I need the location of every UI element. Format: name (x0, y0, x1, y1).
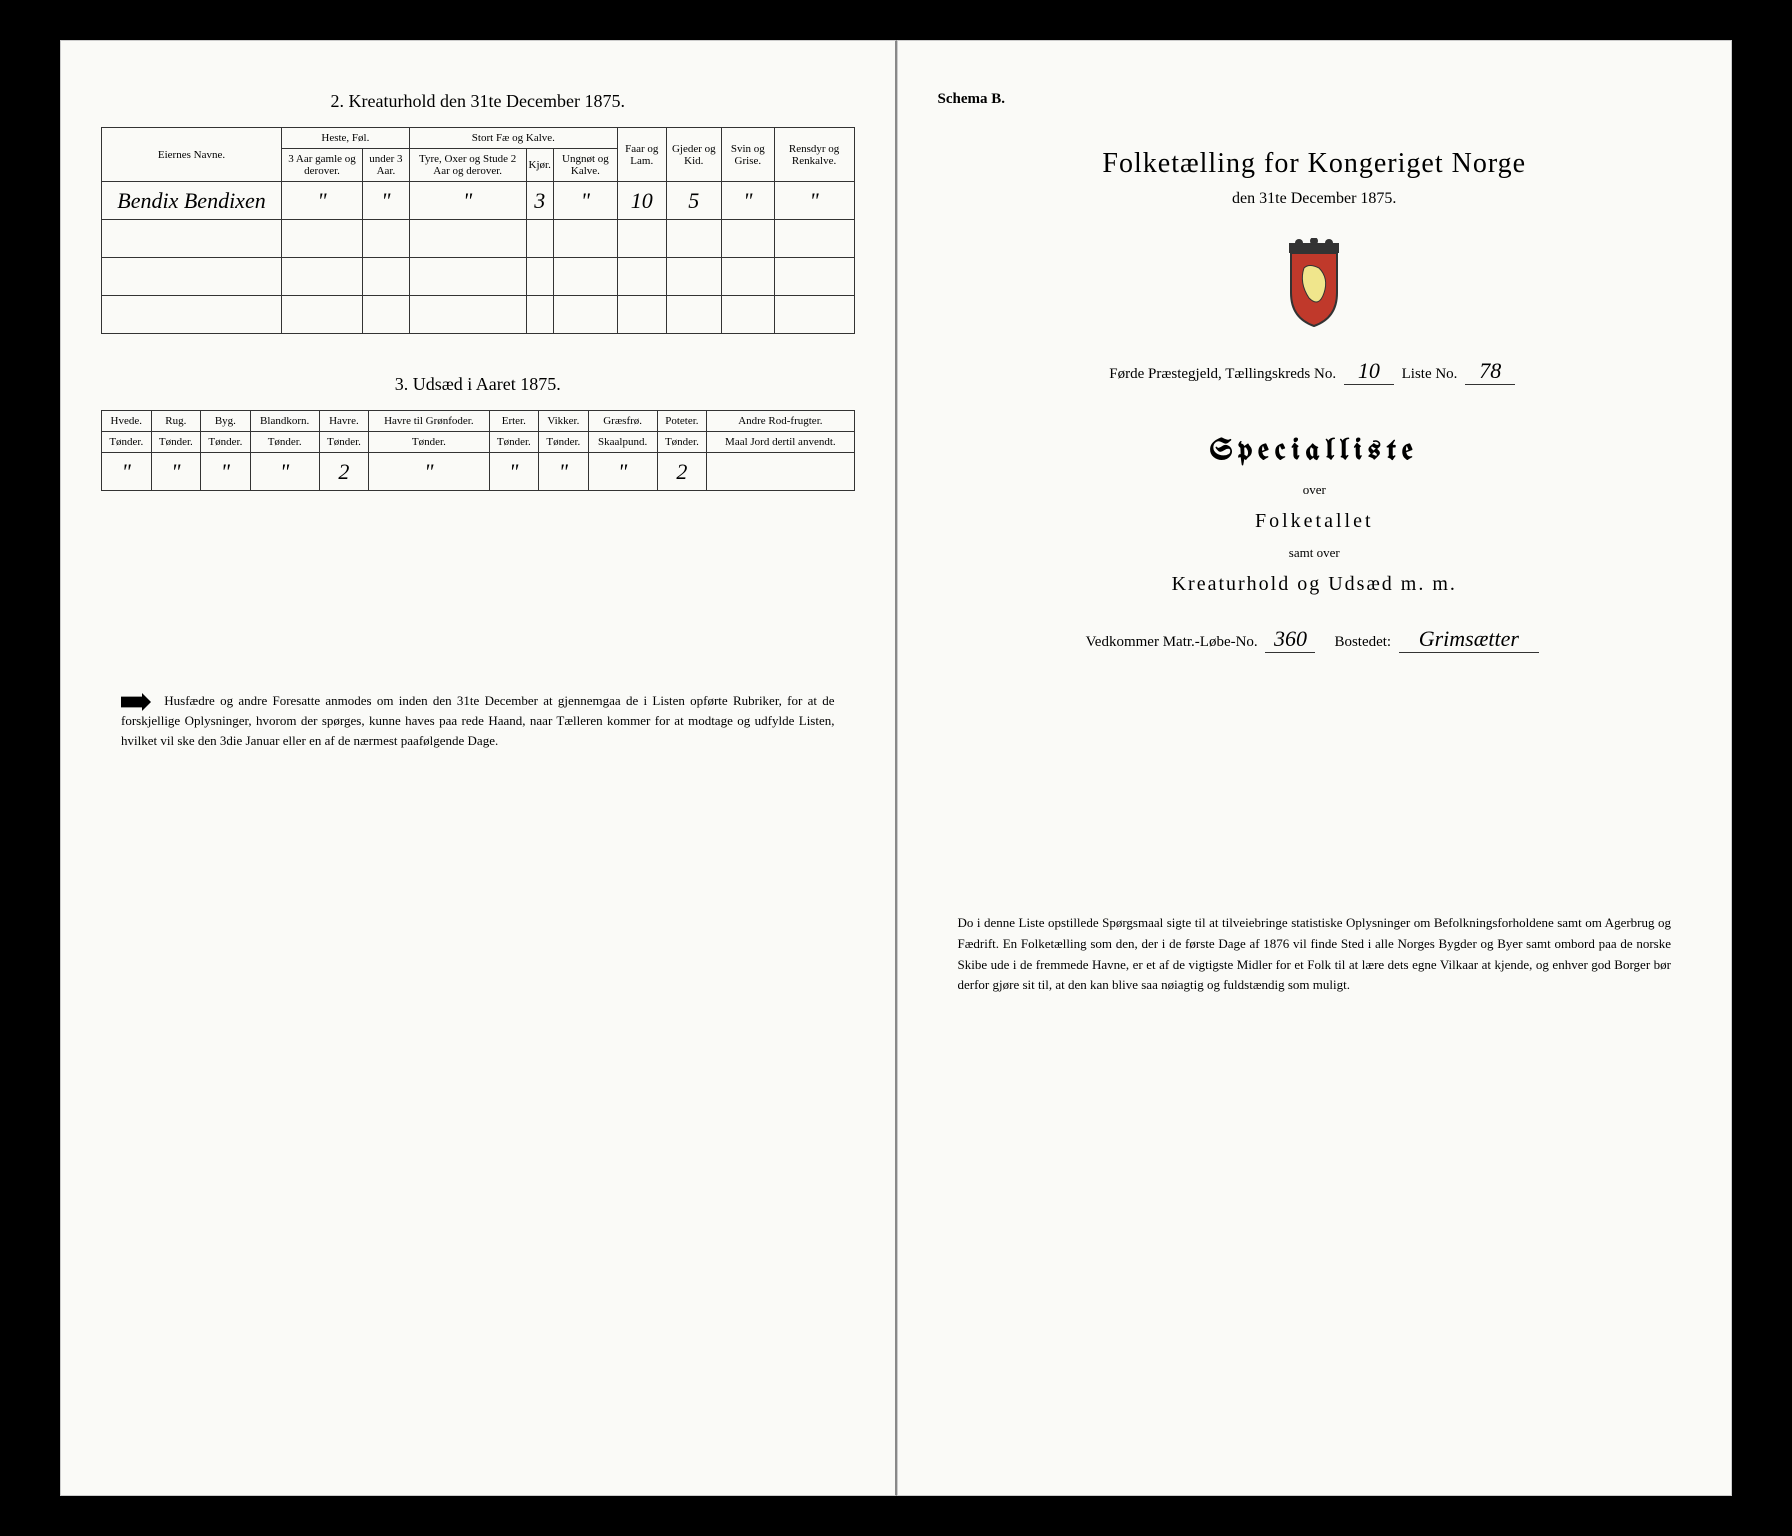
cell: " (409, 182, 526, 220)
col-heste-a: 3 Aar gamle og derover. (282, 149, 363, 182)
parish-label1: Præstegjeld, Tællingskreds No. (1148, 366, 1336, 382)
cell-name: Bendix Bendixen (102, 182, 282, 220)
table-row: Bendix Bendixen " " " 3 " 10 5 " " (102, 182, 855, 220)
col-gjeder: Gjeder og Kid. (666, 128, 721, 182)
col-stort-a: Tyre, Oxer og Stude 2 Aar og derover. (409, 149, 526, 182)
section2-title: 2. Kreaturhold den 31te December 1875. (101, 91, 855, 112)
left-footer: Husfædre og andre Foresatte anmodes om i… (101, 691, 855, 750)
parish-prefix: Førde (1109, 366, 1144, 382)
col-faar: Faar og Lam. (617, 128, 666, 182)
unit: Tønder. (369, 432, 489, 453)
unit: Tønder. (657, 432, 707, 453)
unit: Tønder. (201, 432, 251, 453)
cell: 5 (666, 182, 721, 220)
parish-label2: Liste No. (1402, 366, 1458, 382)
cell: " (539, 453, 589, 491)
cell: " (489, 453, 539, 491)
col-havregron: Havre til Grønfoder. (369, 411, 489, 432)
col-rensdyr: Rensdyr og Renkalve. (774, 128, 854, 182)
col-andre: Andre Rod-frugter. (707, 411, 854, 432)
col-stort-c: Ungnøt og Kalve. (553, 149, 617, 182)
col-heste-b: under 3 Aar. (363, 149, 410, 182)
unit: Tønder. (102, 432, 152, 453)
cell: " (151, 453, 201, 491)
unit: Tønder. (250, 432, 319, 453)
col-heste: Heste, Føl. (282, 128, 410, 149)
parish-line: Førde Præstegjeld, Tællingskreds No. 10 … (938, 358, 1692, 385)
unit: Maal Jord dertil anvendt. (707, 432, 854, 453)
col-graesfro: Græsfrø. (588, 411, 657, 432)
footer-text: Husfædre og andre Foresatte anmodes om i… (121, 693, 835, 748)
cell: 3 (526, 182, 553, 220)
over-label: over (938, 482, 1692, 498)
col-erter: Erter. (489, 411, 539, 432)
folketallet-label: Folketallet (938, 510, 1692, 533)
specialliste-title: Specialliste (938, 435, 1692, 467)
col-byg: Byg. (201, 411, 251, 432)
cell: " (201, 453, 251, 491)
cell: 10 (617, 182, 666, 220)
cell: " (553, 182, 617, 220)
pointing-hand-icon (121, 693, 151, 711)
col-vikker: Vikker. (539, 411, 589, 432)
kreaturhold-table: Eiernes Navne. Heste, Føl. Stort Fæ og K… (101, 127, 855, 334)
kreds-no: 10 (1344, 358, 1394, 385)
table-row: " " " " 2 " " " " 2 (102, 453, 855, 491)
left-page: 2. Kreaturhold den 31te December 1875. E… (60, 40, 897, 1496)
cell: " (102, 453, 152, 491)
col-rug: Rug. (151, 411, 201, 432)
right-footer: Do i denne Liste opstillede Spørgsmaal s… (938, 913, 1692, 996)
unit: Tønder. (319, 432, 369, 453)
cell: " (722, 182, 775, 220)
vedkom-label1: Vedkommer Matr.-Løbe-No. (1086, 634, 1258, 650)
section3-title: 3. Udsæd i Aaret 1875. (101, 374, 855, 395)
col-havre: Havre. (319, 411, 369, 432)
census-subtitle: den 31te December 1875. (938, 190, 1692, 208)
cell: " (363, 182, 410, 220)
kreatur-label: Kreaturhold og Udsæd m. m. (938, 573, 1692, 596)
cell (707, 453, 854, 491)
matr-no: 360 (1265, 626, 1315, 653)
cell: 2 (657, 453, 707, 491)
col-poteter: Poteter. (657, 411, 707, 432)
vedkom-label2: Bostedet: (1334, 634, 1391, 650)
cell: " (282, 182, 363, 220)
census-main-title: Folketælling for Kongeriget Norge (938, 148, 1692, 180)
table-row-empty (102, 220, 855, 258)
col-svin: Svin og Grise. (722, 128, 775, 182)
col-stort-b: Kjør. (526, 149, 553, 182)
cell: " (250, 453, 319, 491)
coat-of-arms-icon (1279, 238, 1349, 328)
udsaed-table: Hvede. Rug. Byg. Blandkorn. Havre. Havre… (101, 410, 855, 491)
col-eier: Eiernes Navne. (102, 128, 282, 182)
table-row-empty (102, 296, 855, 334)
unit: Tønder. (489, 432, 539, 453)
table-row-empty (102, 258, 855, 296)
cell: " (369, 453, 489, 491)
col-stortfae: Stort Fæ og Kalve. (409, 128, 617, 149)
cell: 2 (319, 453, 369, 491)
col-hvede: Hvede. (102, 411, 152, 432)
unit: Tønder. (539, 432, 589, 453)
right-page: Schema B. Folketælling for Kongeriget No… (897, 40, 1733, 1496)
bosted: Grimsætter (1399, 626, 1539, 653)
col-blandkorn: Blandkorn. (250, 411, 319, 432)
schema-label: Schema B. (938, 91, 1692, 108)
vedkommer-line: Vedkommer Matr.-Løbe-No. 360 Bostedet: G… (938, 626, 1692, 653)
unit: Tønder. (151, 432, 201, 453)
samt-label: samt over (938, 545, 1692, 561)
cell: " (588, 453, 657, 491)
cell: " (774, 182, 854, 220)
document-spread: 2. Kreaturhold den 31te December 1875. E… (60, 40, 1732, 1496)
liste-no: 78 (1465, 358, 1515, 385)
unit: Skaalpund. (588, 432, 657, 453)
